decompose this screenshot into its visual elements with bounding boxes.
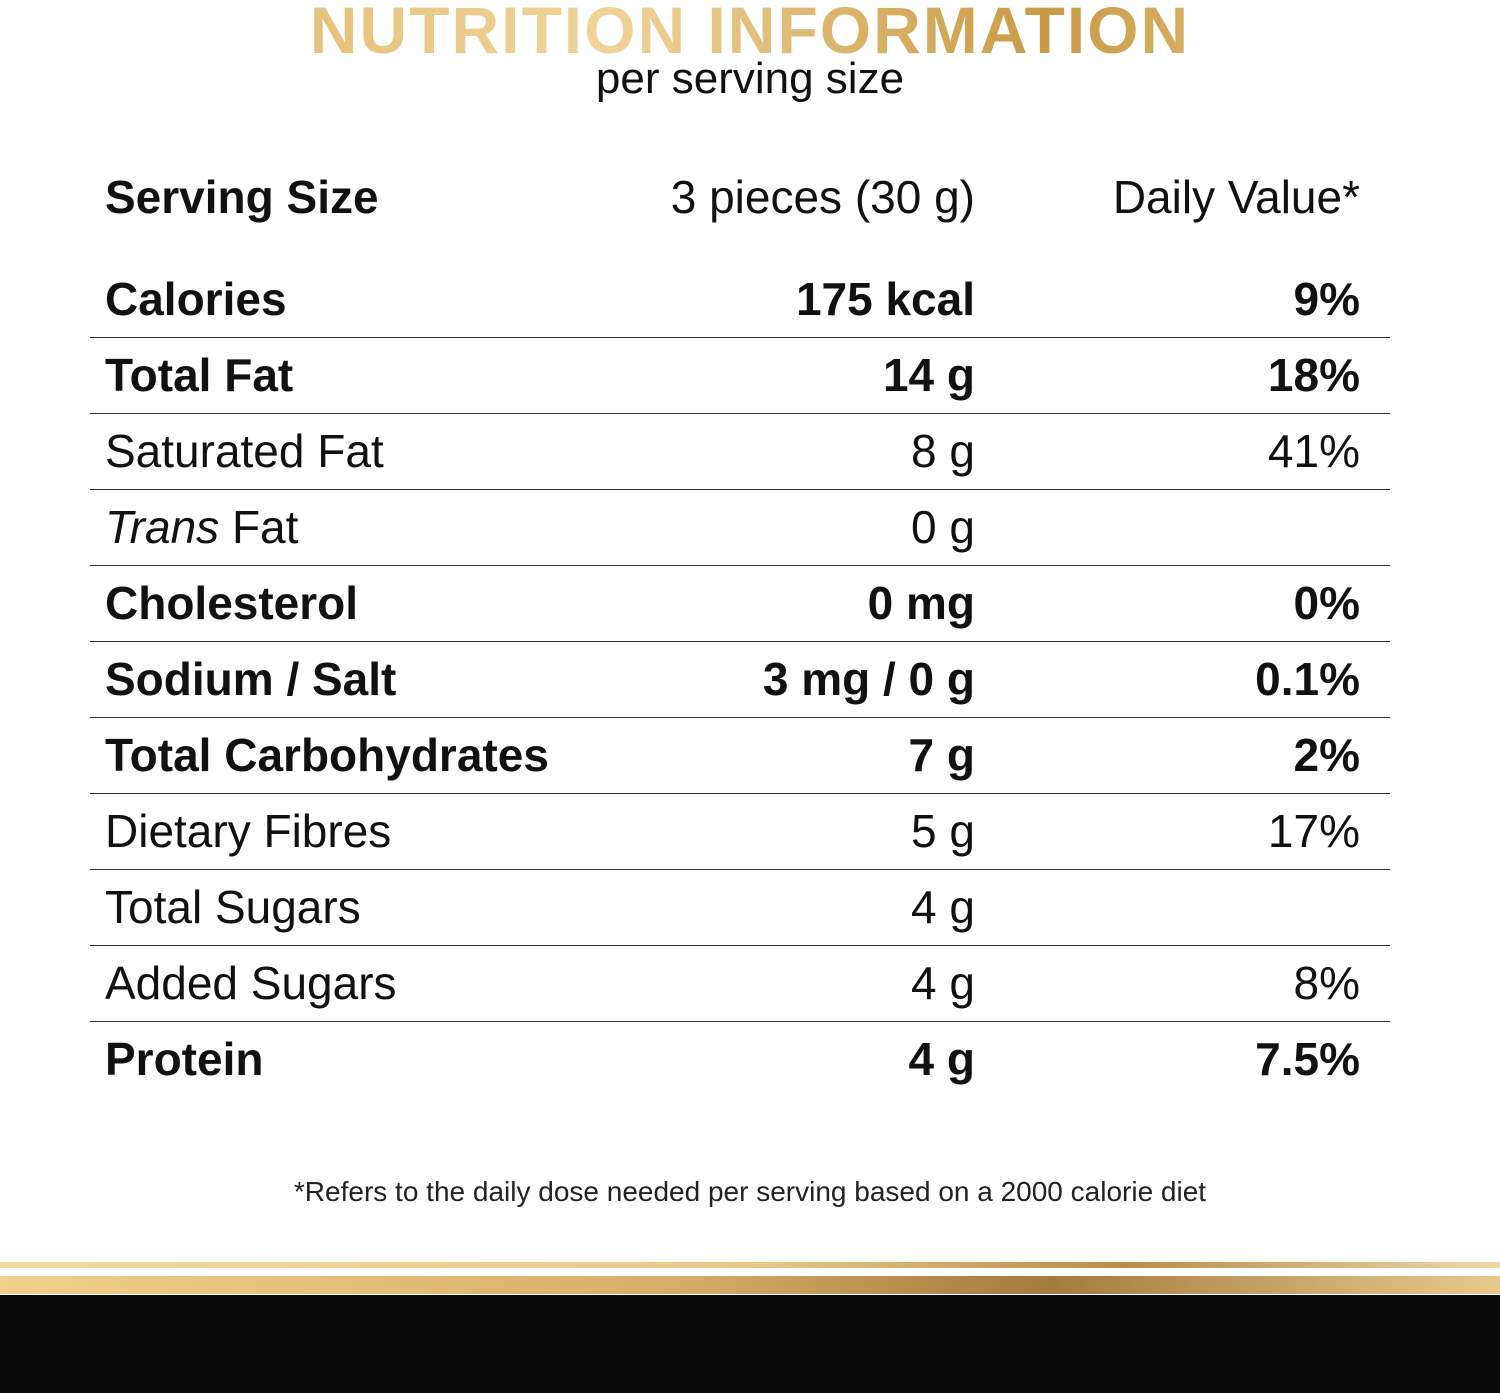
row-label: Cholesterol [105, 566, 358, 641]
row-daily-value: 7.5% [1255, 1033, 1360, 1085]
column-header: Daily Value* [1112, 171, 1360, 223]
row-label: Total Sugars [105, 870, 361, 945]
row-amount: 4 g [908, 1033, 975, 1085]
nutrition-table: Calories 175 kcal 9% Total Fat 14 g 18% Satura… [90, 262, 1390, 1097]
table-row: Saturated Fat 8 g 41% [90, 414, 1390, 490]
table-row: Added Sugars 4 g 8% [90, 946, 1390, 1022]
row-label: Dietary Fibres [105, 794, 391, 869]
row-daily-value: 0% [1293, 577, 1360, 629]
row-label-text: Calories [105, 273, 287, 325]
row-daily-value: 2% [1293, 729, 1360, 781]
row-amount: 175 kcal [795, 273, 975, 325]
row-label-text: Fat [231, 501, 299, 553]
row-label: Calories [105, 262, 287, 337]
row-amount: 7 g [908, 729, 975, 781]
table-row: Trans Fat 0 g [90, 490, 1390, 566]
table-row: Total Sugars 4 g [90, 870, 1390, 946]
row-daily-value: 41% [1267, 425, 1360, 477]
table-row: Calories 175 kcal 9% [90, 262, 1390, 338]
row-label-text: Total Carbohydrates [105, 729, 549, 781]
column-header: 3 pieces (30 g) [670, 171, 975, 223]
row-amount: 3 mg / 0 g [762, 653, 975, 705]
column-header: Serving Size [105, 171, 379, 223]
row-label-text: Protein [105, 1033, 264, 1085]
row-amount: 14 g [882, 349, 975, 401]
row-daily-value: 8% [1293, 957, 1360, 1009]
table-header: Serving Size 3 pieces (30 g) Daily Value… [90, 170, 1390, 230]
row-label-italic: Trans [105, 501, 220, 553]
row-label: Total Fat [105, 338, 293, 413]
row-amount: 8 g [911, 425, 975, 477]
row-label-text: Saturated Fat [105, 425, 384, 477]
table-row: Sodium / Salt 3 mg / 0 g 0.1% [90, 642, 1390, 718]
row-label: Total Carbohydrates [105, 718, 549, 793]
row-label-text: Cholesterol [105, 577, 359, 629]
table-row: Total Carbohydrates 7 g 2% [90, 718, 1390, 794]
title: NUTRITION INFORMATION [0, 0, 1500, 68]
table-row: Dietary Fibres 5 g 17% [90, 794, 1390, 870]
table-row: Total Fat 14 g 18% [90, 338, 1390, 414]
row-daily-value: 18% [1267, 349, 1360, 401]
footnote: *Refers to the daily dose needed per ser… [293, 1176, 1207, 1207]
footer-band [0, 1295, 1500, 1393]
row-daily-value: 17% [1267, 805, 1360, 857]
row-amount: 4 g [911, 957, 975, 1009]
row-label: Protein [105, 1022, 263, 1097]
row-daily-value: 0.1% [1255, 653, 1360, 705]
row-label-text: Added Sugars [105, 957, 397, 1009]
row-label-text: Total Fat [105, 349, 294, 401]
row-label: Trans Fat [105, 490, 298, 565]
gold-band [0, 1276, 1500, 1294]
row-amount: 0 g [911, 501, 975, 553]
gold-stripe [0, 1262, 1500, 1268]
row-label-text: Sodium / Salt [105, 653, 397, 705]
row-amount: 0 mg [867, 577, 975, 629]
row-label: Sodium / Salt [105, 642, 396, 717]
table-row: Protein 4 g 7.5% [90, 1022, 1390, 1097]
table-row: Cholesterol 0 mg 0% [90, 566, 1390, 642]
row-daily-value: 9% [1293, 273, 1360, 325]
row-label: Saturated Fat [105, 414, 384, 489]
row-label: Added Sugars [105, 946, 397, 1021]
row-amount: 4 g [911, 881, 975, 933]
row-label-text: Dietary Fibres [105, 805, 392, 857]
subtitle: per serving size [595, 54, 905, 103]
row-label-text: Total Sugars [105, 881, 361, 933]
row-amount: 5 g [911, 805, 975, 857]
